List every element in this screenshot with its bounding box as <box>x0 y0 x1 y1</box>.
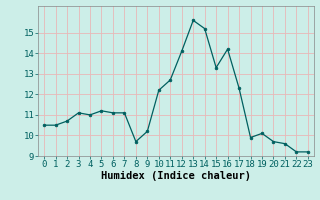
X-axis label: Humidex (Indice chaleur): Humidex (Indice chaleur) <box>101 171 251 181</box>
